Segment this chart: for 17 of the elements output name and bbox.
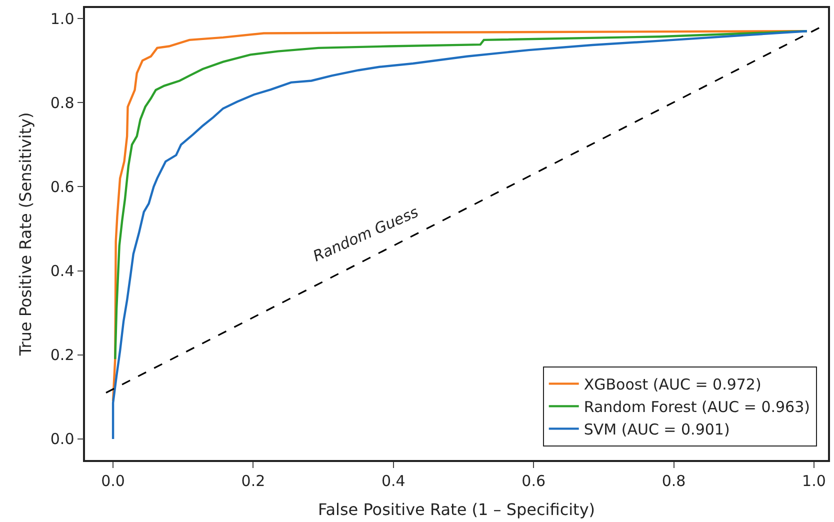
x-tick-label: 1.0 xyxy=(802,472,826,490)
y-tick-label: 0.2 xyxy=(50,346,74,364)
y-tick-label: 0.6 xyxy=(50,178,74,196)
x-axis-title: False Positive Rate (1 – Specificity) xyxy=(318,500,596,519)
x-tick-label: 0.6 xyxy=(522,472,546,490)
y-tick-label: 1.0 xyxy=(50,10,74,28)
y-tick-label: 0.4 xyxy=(50,262,74,280)
x-tick-label: 0.8 xyxy=(662,472,686,490)
x-tick-label: 0.4 xyxy=(381,472,406,490)
y-axis-title: True Positive Rate (Sensitivity) xyxy=(16,112,35,357)
legend-label: Random Forest (AUC = 0.963) xyxy=(584,398,810,416)
x-tick-label: 0.0 xyxy=(101,472,125,490)
y-tick-label: 0.0 xyxy=(50,430,74,448)
legend-label: XGBoost (AUC = 0.972) xyxy=(584,376,762,394)
legend-label: SVM (AUC = 0.901) xyxy=(584,420,730,439)
y-tick-label: 0.8 xyxy=(50,94,74,112)
x-tick-label: 0.2 xyxy=(241,472,266,490)
